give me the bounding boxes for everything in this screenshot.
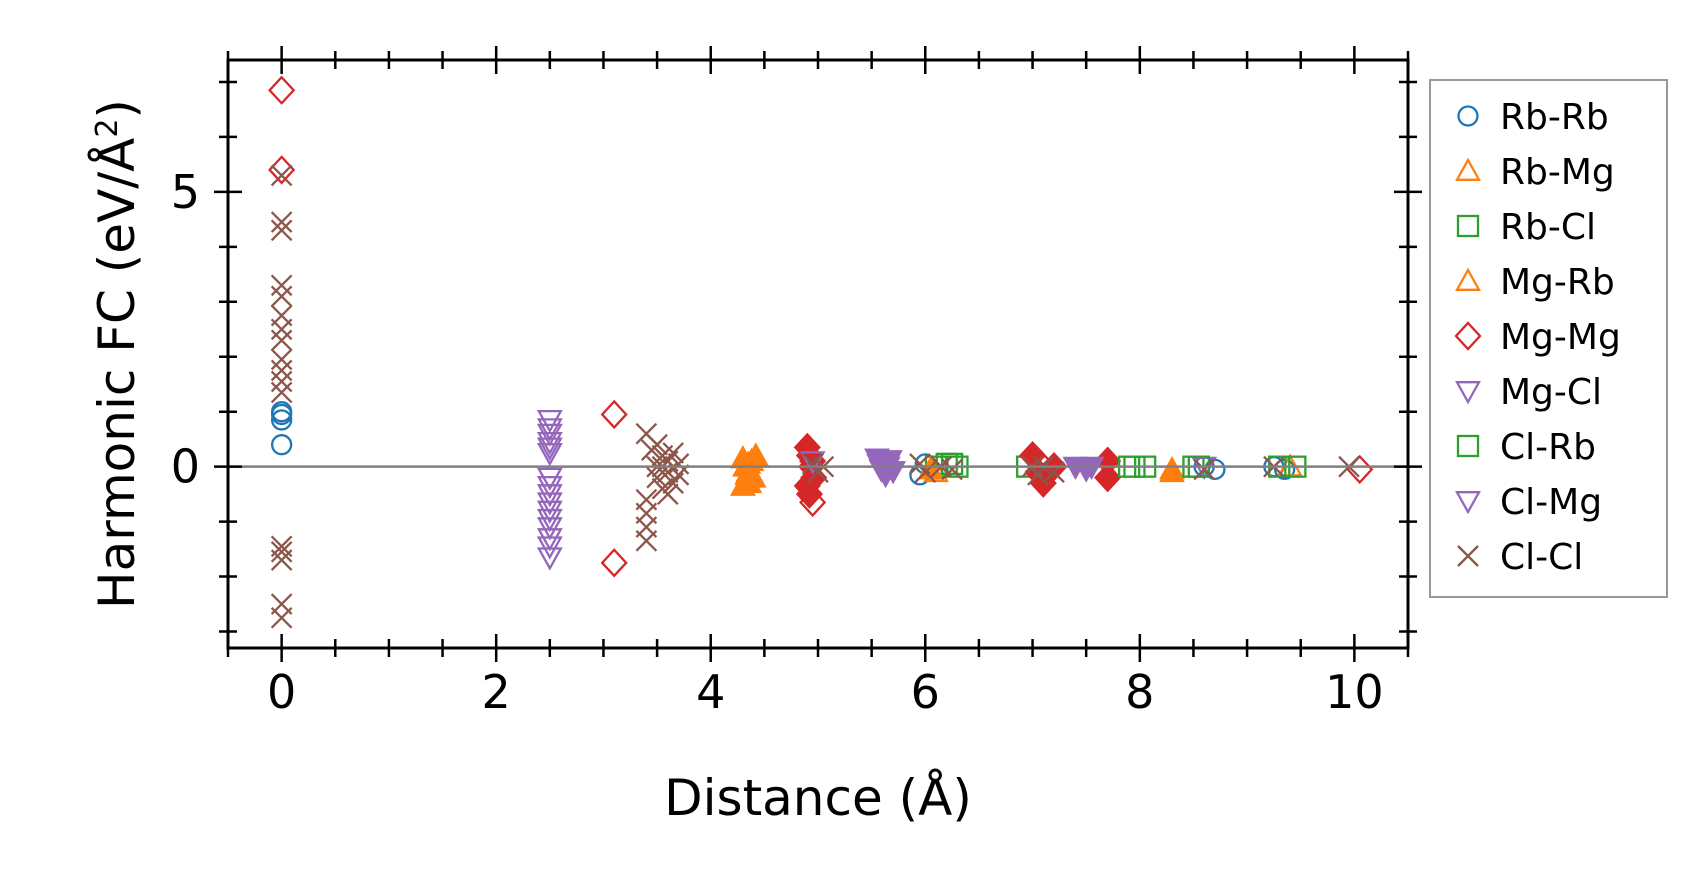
data-point <box>270 359 293 382</box>
legend-item: Cl-Mg <box>1455 482 1602 523</box>
x-axis-label: Distance (Å) <box>664 769 972 827</box>
legend-label: Rb-Rb <box>1500 97 1609 138</box>
x-tick-label: 8 <box>1125 665 1154 719</box>
legend-label: Cl-Mg <box>1500 482 1602 523</box>
data-point <box>270 549 293 571</box>
x-tick-label: 0 <box>267 665 296 719</box>
data-points <box>268 75 1374 629</box>
legend-marker <box>1454 321 1482 351</box>
legend-item: Cl-Cl <box>1457 537 1583 578</box>
data-point <box>735 458 762 483</box>
data-point <box>795 479 823 509</box>
data-point <box>635 530 658 552</box>
data-point <box>270 541 293 563</box>
x-tick-label: 10 <box>1325 665 1384 719</box>
legend-marker <box>1455 381 1481 405</box>
legend-marker <box>1457 105 1479 127</box>
data-point <box>270 285 293 308</box>
legend: Rb-Rb Rb-Mg Rb-Cl Mg-Rb Mg-Mg Mg-Cl Cl-Rb Cl-Mg… <box>1429 79 1668 598</box>
series-mg-cl <box>536 409 1218 571</box>
data-point <box>536 500 563 524</box>
data-point <box>742 442 769 466</box>
legend-marker <box>1456 434 1480 458</box>
tick-labels: 0 2 4 6 8 10 0 5 <box>171 165 1384 719</box>
y-axis-label-superscript: 2 <box>90 119 125 138</box>
plot-area-frame <box>226 58 1410 650</box>
legend-item: Mg-Cl <box>1455 372 1602 413</box>
data-point <box>270 219 293 242</box>
legend-marker <box>1455 491 1481 515</box>
x-tick-label: 2 <box>482 665 511 719</box>
axis-ticks <box>214 46 1422 662</box>
x-tick-label: 4 <box>696 665 725 719</box>
y-axis-label-close: ) <box>88 99 146 119</box>
data-point <box>270 381 293 404</box>
series-mg-mg <box>268 75 1374 578</box>
data-point <box>270 164 293 187</box>
data-point <box>270 318 293 341</box>
data-point <box>941 458 963 481</box>
data-point <box>270 370 293 393</box>
legend-label: Mg-Rb <box>1500 262 1615 303</box>
legend-item: Mg-Rb <box>1455 262 1615 303</box>
data-point <box>268 155 296 185</box>
legend-item: Rb-Cl <box>1456 207 1596 248</box>
y-tick-label: 5 <box>171 165 200 219</box>
data-point <box>657 483 679 505</box>
x-tick-label: 6 <box>911 665 940 719</box>
data-point <box>536 423 563 448</box>
y-axis-label: Harmonic FC (eV/Å2) <box>88 99 146 609</box>
legend-label: Rb-Mg <box>1500 152 1615 193</box>
data-point <box>1094 462 1122 493</box>
data-point <box>536 528 563 552</box>
data-point <box>1193 458 1215 481</box>
data-point <box>268 75 296 105</box>
data-point <box>536 442 563 467</box>
legend-item: Mg-Mg <box>1454 317 1621 358</box>
legend-item: Rb-Rb <box>1457 97 1609 138</box>
series-cl-cl <box>270 164 1360 629</box>
data-point <box>536 409 563 434</box>
y-axis-label-main: Harmonic FC (eV/Å <box>88 138 146 609</box>
legend-label: Mg-Cl <box>1500 372 1602 413</box>
legend-marker <box>1457 545 1479 567</box>
data-point <box>536 467 563 492</box>
data-point <box>600 548 628 578</box>
data-point <box>536 508 563 533</box>
data-point <box>600 399 628 430</box>
data-point <box>729 472 756 496</box>
data-point <box>536 492 563 516</box>
data-point <box>270 348 293 371</box>
data-point <box>270 274 293 297</box>
data-point <box>536 475 563 500</box>
data-point <box>536 484 563 508</box>
data-point <box>270 434 293 456</box>
legend-marker <box>1455 157 1481 181</box>
legend-item: Cl-Rb <box>1456 427 1596 468</box>
legend-item: Rb-Mg <box>1455 152 1615 193</box>
data-point <box>536 437 563 461</box>
data-point <box>940 452 964 476</box>
legend-label: Mg-Mg <box>1500 317 1621 358</box>
data-point <box>646 466 668 489</box>
series-rb-rb <box>270 401 1296 486</box>
data-point <box>1159 458 1185 483</box>
legend-label: Rb-Cl <box>1500 207 1596 248</box>
data-point <box>270 409 293 431</box>
legend-label: Cl-Rb <box>1500 427 1596 468</box>
legend-label: Cl-Cl <box>1500 537 1583 578</box>
data-point <box>536 547 563 571</box>
legend-marker <box>1455 267 1481 291</box>
data-point <box>662 442 684 464</box>
y-tick-label: 0 <box>171 440 200 494</box>
data-point <box>270 606 293 629</box>
data-point <box>667 464 690 486</box>
data-point <box>270 401 293 423</box>
data-point <box>646 433 668 456</box>
data-point <box>536 418 563 442</box>
legend-marker <box>1456 214 1480 238</box>
data-point <box>270 329 293 352</box>
data-point <box>270 211 293 233</box>
